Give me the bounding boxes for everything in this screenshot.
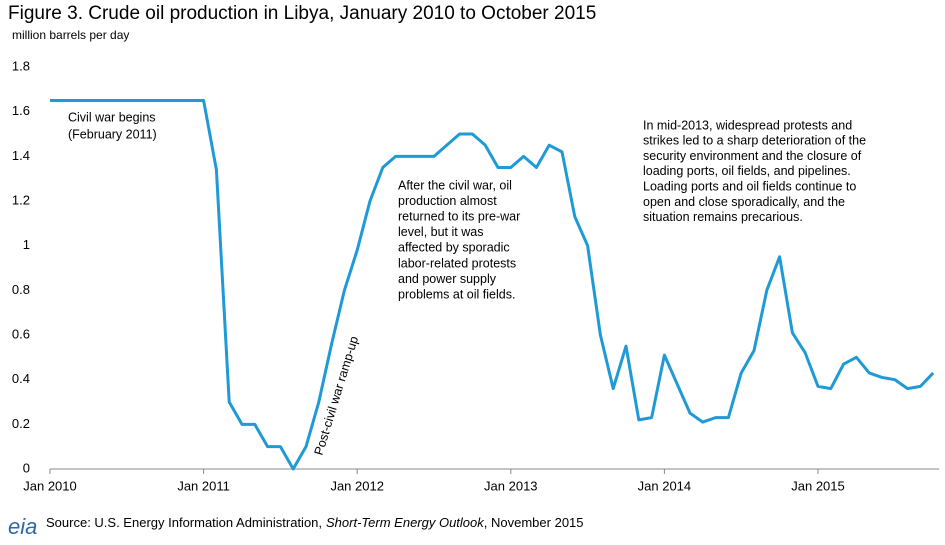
logo: eia — [8, 514, 37, 539]
y-tick-label: 0 — [23, 460, 30, 475]
annotation-text: (February 2011) — [68, 127, 157, 141]
annotation-text: production almost — [398, 194, 497, 208]
annotation-text: strikes led to a sharp deterioration of … — [643, 134, 866, 148]
annotation-text: security environment and the closure of — [643, 149, 862, 163]
y-tick-label: 0.2 — [12, 416, 30, 431]
source-text: , November 2015 — [484, 515, 584, 530]
annotation-text: and power supply — [398, 272, 497, 286]
x-tick-label: Jan 2010 — [23, 478, 77, 493]
annotation-text: loading ports, oil fields, and pipelines… — [643, 164, 851, 178]
annotation-text: open and close sporadically, and the — [643, 195, 845, 209]
x-tick-label: Jan 2013 — [484, 478, 538, 493]
annotation-text: situation remains precarious. — [643, 210, 803, 224]
x-tick-label: Jan 2011 — [177, 478, 230, 493]
y-tick-label: 1.4 — [12, 148, 30, 163]
y-tick-label: 0.4 — [12, 371, 30, 386]
x-tick-label: Jan 2012 — [330, 478, 384, 493]
source-text: Short-Term Energy Outlook — [326, 515, 485, 530]
y-tick-label: 1.2 — [12, 192, 30, 207]
annotation: In mid-2013, widespread protests and stri… — [643, 118, 866, 224]
source: Source: U.S. Energy Information Administ… — [46, 515, 584, 530]
annotation-text: In mid-2013, widespread protests and — [643, 118, 852, 132]
chart-title: Figure 3. Crude oil production in Libya,… — [8, 3, 596, 24]
y-tick-label: 1.6 — [12, 103, 30, 118]
source-text: Source: U.S. Energy Information Administ… — [46, 515, 322, 530]
annotation-text: labor-related protests — [398, 256, 516, 270]
y-tick-label: 1.8 — [12, 58, 30, 73]
x-tick-label: Jan 2015 — [791, 478, 845, 493]
annotation-text: problems at oil fields. — [398, 287, 515, 301]
annotation: Civil war begins (February 2011) — [68, 110, 157, 141]
annotation-text: affected by sporadic — [398, 241, 510, 255]
y-tick-label: 1 — [23, 237, 30, 252]
annotation-text: Loading ports and oil fields continue to — [643, 179, 856, 193]
x-tick-label: Jan 2014 — [638, 478, 692, 493]
line — [50, 99, 935, 471]
y-tick-label: 0.8 — [12, 282, 30, 297]
annotation-text: level, but it was — [398, 225, 483, 239]
annotation-text: After the civil war, oil — [398, 178, 512, 192]
annotation-text: Civil war begins — [68, 110, 156, 124]
y-tick-label: 0.6 — [12, 326, 30, 341]
annotation-text: returned to its pre-war — [398, 209, 520, 223]
annotation: After the civil war, oil production almos… — [398, 178, 520, 301]
y-axis-label: million barrels per day — [12, 28, 129, 42]
